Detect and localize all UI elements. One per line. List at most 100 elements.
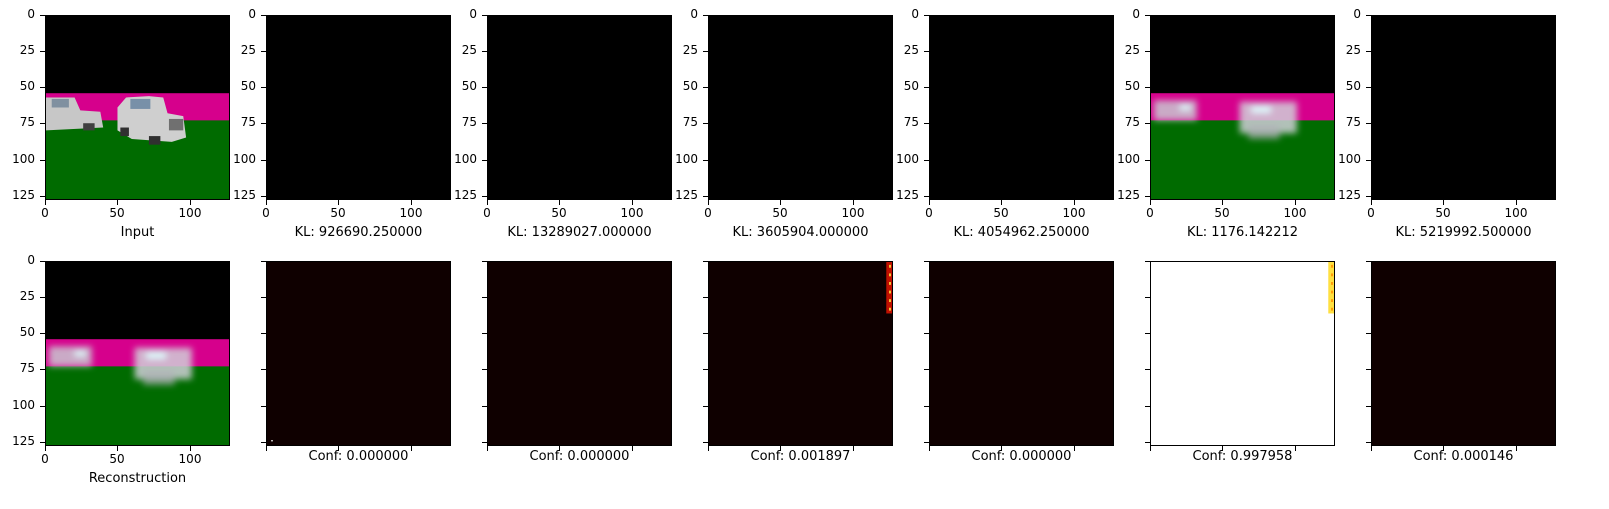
y-tickmark <box>703 51 708 52</box>
y-tick-label: 100 <box>675 152 698 166</box>
y-tickmark <box>261 406 266 407</box>
y-tick-label: 25 <box>240 43 256 57</box>
y-tick-label: 0 <box>248 7 256 21</box>
y-tick-label: 125 <box>233 188 256 202</box>
y-tick-label: 0 <box>911 7 919 21</box>
y-tickmark <box>1366 369 1371 370</box>
y-tickmark <box>924 333 929 334</box>
y-tickmark <box>924 196 929 197</box>
y-tickmark <box>924 123 929 124</box>
y-tickmark <box>1366 333 1371 334</box>
x-tickmark <box>45 446 46 451</box>
x-tick-label: 0 <box>483 206 491 220</box>
x-tick-label: 0 <box>41 452 49 466</box>
ground-region <box>1151 120 1334 199</box>
y-tickmark <box>1145 51 1150 52</box>
y-tick-label: 75 <box>682 115 698 129</box>
y-tick-label: 75 <box>903 115 919 129</box>
image-image <box>1151 16 1334 199</box>
heatmap-hot-dot <box>889 290 891 294</box>
black-image <box>1372 16 1555 199</box>
x-tick-label: 100 <box>178 206 202 220</box>
panel-bottom_row-0 <box>45 261 230 446</box>
panel-top_row-4 <box>929 15 1114 200</box>
y-tick-label: 25 <box>1124 43 1140 57</box>
panel-bottom_row-1 <box>266 261 451 446</box>
y-tick-label: 50 <box>1345 79 1361 93</box>
y-tickmark <box>261 442 266 443</box>
y-tickmark <box>1145 333 1150 334</box>
y-tickmark <box>261 51 266 52</box>
y-tick-label: 25 <box>19 289 35 303</box>
y-tickmark <box>482 87 487 88</box>
y-tickmark <box>1145 442 1150 443</box>
panel-caption: KL: 1176.142212 <box>1186 225 1299 240</box>
y-tick-label: 100 <box>1117 152 1140 166</box>
y-tickmark <box>40 297 45 298</box>
x-tickmark <box>1150 446 1151 451</box>
panel-top_row-6 <box>1371 15 1556 200</box>
highlight-blob <box>1251 106 1272 114</box>
x-tickmark <box>1001 446 1002 451</box>
y-tickmark <box>1366 196 1371 197</box>
car-right-window <box>130 98 151 109</box>
y-tick-label: 75 <box>19 115 35 129</box>
panel-bottom_row-4 <box>929 261 1114 446</box>
panel-caption: KL: 926690.250000 <box>294 225 423 240</box>
y-tickmark <box>703 297 708 298</box>
car-blob-bottom <box>1248 124 1280 139</box>
x-tickmark <box>1150 200 1151 205</box>
x-tickmark <box>266 200 267 205</box>
cars-group <box>46 96 187 145</box>
x-tick-label: 50 <box>109 452 125 466</box>
x-tickmark <box>45 200 46 205</box>
heatmap-image <box>488 262 671 445</box>
panel-caption: Conf: 0.000000 <box>529 449 630 464</box>
heatmap-fill <box>1372 262 1555 445</box>
y-tickmark <box>261 333 266 334</box>
heatmap-image <box>267 262 450 445</box>
image-image <box>709 16 892 199</box>
x-tick-label: 50 <box>551 206 567 220</box>
y-tickmark <box>40 261 45 262</box>
y-tick-label: 25 <box>903 43 919 57</box>
y-tickmark <box>1145 123 1150 124</box>
y-tickmark <box>261 261 266 262</box>
y-tickmark <box>482 160 487 161</box>
car-left-window <box>51 98 69 108</box>
car-right-wheel <box>148 136 161 145</box>
panel-top_row-5 <box>1150 15 1335 200</box>
y-tickmark <box>1366 15 1371 16</box>
x-tickmark <box>1371 446 1372 451</box>
panel-caption: Conf: 0.000146 <box>1413 449 1514 464</box>
y-tickmark <box>482 15 487 16</box>
heatmap-fill <box>1151 262 1334 445</box>
y-tickmark <box>924 51 929 52</box>
y-tickmark <box>1145 406 1150 407</box>
x-tickmark <box>1001 200 1002 205</box>
y-tickmark <box>482 369 487 370</box>
y-tick-label: 125 <box>675 188 698 202</box>
x-tickmark <box>1295 200 1296 205</box>
heatmap-hot-dot <box>1331 290 1333 294</box>
y-tick-label: 75 <box>1345 115 1361 129</box>
y-tick-label: 0 <box>690 7 698 21</box>
highlight-blob <box>146 352 167 360</box>
y-tick-label: 50 <box>240 79 256 93</box>
y-tickmark <box>261 297 266 298</box>
y-tickmark <box>924 297 929 298</box>
x-tickmark <box>632 446 633 451</box>
y-tick-label: 25 <box>1345 43 1361 57</box>
y-tick-label: 25 <box>19 43 35 57</box>
panel-top_row-3 <box>708 15 893 200</box>
y-tick-label: 50 <box>1124 79 1140 93</box>
y-tickmark <box>703 442 708 443</box>
x-tickmark <box>708 200 709 205</box>
ground-region <box>46 366 229 445</box>
black-image <box>488 16 671 199</box>
y-tickmark <box>703 333 708 334</box>
x-tickmark <box>559 200 560 205</box>
x-tick-label: 0 <box>925 206 933 220</box>
y-tickmark <box>482 333 487 334</box>
